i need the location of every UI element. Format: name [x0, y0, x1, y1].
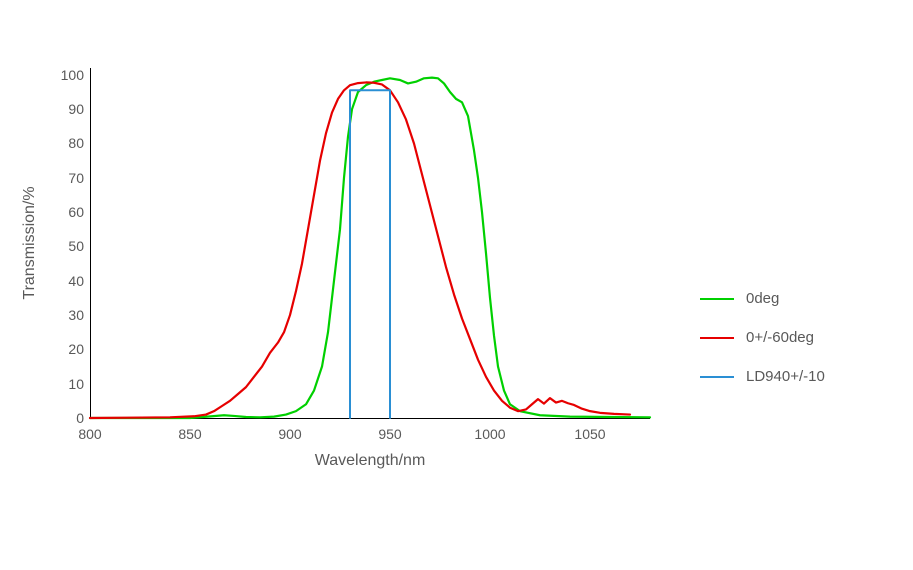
plot-area	[90, 68, 650, 418]
x-tick-label: 850	[178, 426, 201, 442]
legend-swatch	[700, 298, 734, 300]
legend-label: 0deg	[746, 290, 779, 307]
legend-swatch	[700, 337, 734, 339]
y-tick-label: 50	[56, 238, 84, 254]
x-tick-label: 1050	[574, 426, 605, 442]
x-axis-title: Wavelength/nm	[315, 452, 426, 470]
x-tick-label: 950	[378, 426, 401, 442]
y-tick-label: 100	[56, 67, 84, 83]
x-tick-label: 900	[278, 426, 301, 442]
y-tick-label: 80	[56, 135, 84, 151]
series-0+/-60deg	[90, 82, 630, 418]
series-LD940+/-10	[350, 90, 390, 418]
x-tick-label: 800	[78, 426, 101, 442]
y-tick-label: 0	[56, 410, 84, 426]
x-tick-label: 1000	[474, 426, 505, 442]
legend-label: 0+/-60deg	[746, 329, 814, 346]
y-tick-label: 90	[56, 101, 84, 117]
y-tick-label: 60	[56, 204, 84, 220]
transmission-chart: 800 850 900 950 1000 1050 0 10 20 30 40 50 60 70 80 90…	[0, 0, 913, 570]
y-tick-label: 20	[56, 341, 84, 357]
legend-label: LD940+/-10	[746, 368, 825, 385]
y-tick-label: 40	[56, 273, 84, 289]
series-0deg	[90, 78, 650, 418]
legend-item: 0deg	[700, 290, 825, 307]
legend-item: 0+/-60deg	[700, 329, 825, 346]
legend: 0deg 0+/-60deg LD940+/-10	[700, 290, 825, 407]
y-tick-label: 70	[56, 170, 84, 186]
y-tick-label: 30	[56, 307, 84, 323]
legend-swatch	[700, 376, 734, 378]
legend-item: LD940+/-10	[700, 368, 825, 385]
y-axis-title: Transmission/%	[21, 186, 39, 299]
chart-series	[90, 68, 650, 418]
y-tick-label: 10	[56, 376, 84, 392]
